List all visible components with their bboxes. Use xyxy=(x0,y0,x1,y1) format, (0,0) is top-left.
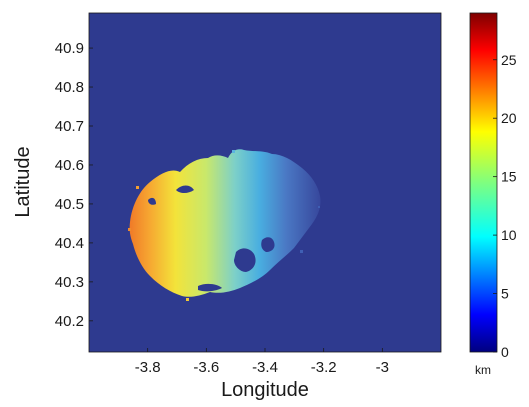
y-tick-label: 40.9 xyxy=(55,40,84,57)
plume-field xyxy=(128,149,321,301)
colorbar-tick-label: 0 xyxy=(501,344,509,360)
x-tick-label: -3.2 xyxy=(311,359,337,376)
y-tick-label: 40.2 xyxy=(55,313,84,330)
y-axis-title: Latitude xyxy=(12,146,34,217)
x-tick-label: -3.4 xyxy=(252,359,278,376)
plume-gap xyxy=(148,197,156,205)
plume-speck xyxy=(186,298,189,301)
x-tick-label: -3 xyxy=(376,359,389,376)
y-tick-label: 40.4 xyxy=(55,235,84,252)
colorbar-tick-label: 15 xyxy=(501,169,517,185)
plume-speck xyxy=(318,206,320,208)
colorbar-tick-label: 20 xyxy=(501,110,517,126)
y-tick-label: 40.6 xyxy=(55,157,84,174)
x-tick-label: -3.8 xyxy=(135,359,161,376)
plume-gap xyxy=(176,185,194,193)
y-tick-label: 40.3 xyxy=(55,274,84,291)
plume-speck xyxy=(128,228,131,231)
colorbar-axis: 0 5 10 15 20 25 xyxy=(493,52,517,360)
y-tick-label: 40.5 xyxy=(55,196,84,213)
x-axis: -3.8 -3.6 -3.4 -3.2 -3 xyxy=(135,348,389,376)
y-axis: 40.2 40.3 40.4 40.5 40.6 40.7 40.8 40.9 xyxy=(55,40,93,330)
plume-speck xyxy=(232,150,235,153)
plume-body xyxy=(129,149,321,297)
colorbar xyxy=(469,12,498,353)
y-tick-label: 40.8 xyxy=(55,79,84,96)
colorbar-tick-label: 10 xyxy=(501,227,517,243)
y-tick-label: 40.7 xyxy=(55,118,84,135)
colorbar-tick-label: 25 xyxy=(501,52,517,68)
plume-speck xyxy=(300,250,303,253)
plume-speck xyxy=(136,186,139,189)
colorbar-unit-label: km xyxy=(475,363,491,377)
plume-gap xyxy=(234,248,256,272)
x-tick-label: -3.6 xyxy=(193,359,219,376)
plume-gap xyxy=(198,283,222,292)
plume-gap xyxy=(261,237,275,252)
x-axis-title: Longitude xyxy=(221,379,309,401)
colorbar-tick-label: 5 xyxy=(501,286,509,302)
